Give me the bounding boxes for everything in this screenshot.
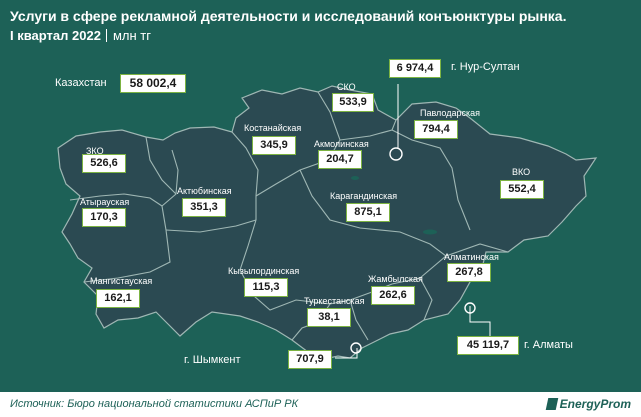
region-borders bbox=[69, 91, 509, 341]
region-value-karaganda: 875,1 bbox=[346, 203, 390, 222]
brand-logo: EnergyProm bbox=[545, 397, 631, 411]
region-label-almaty: г. Алматы bbox=[524, 339, 573, 351]
region-value-zhambyl: 262,6 bbox=[371, 286, 415, 305]
region-label-karaganda: Карагандинская bbox=[330, 191, 398, 201]
leader-lines bbox=[335, 84, 491, 359]
period: I квартал 2022 bbox=[10, 28, 101, 43]
region-label-aktobe: Актюбинская bbox=[177, 186, 232, 196]
region-label-almaty-obl: Алматинская bbox=[444, 252, 499, 262]
region-label-vko: ВКО bbox=[512, 167, 531, 177]
region-value-pavlodar: 794,4 bbox=[414, 120, 458, 139]
chart-subtitle: I квартал 2022 млн тг bbox=[10, 27, 151, 44]
separator bbox=[105, 29, 107, 42]
region-value-almaty: 45 119,7 bbox=[457, 336, 519, 355]
region-label-shymkent: г. Шымкент bbox=[184, 354, 241, 366]
region-value-atyrau: 170,3 bbox=[82, 208, 126, 227]
region-value-aktobe: 351,3 bbox=[182, 198, 226, 217]
region-value-almaty-obl: 267,8 bbox=[447, 263, 491, 282]
region-label-nur-sultan: г. Нур-Султан bbox=[451, 61, 520, 73]
region-label-akmola: Акмолинская bbox=[314, 139, 369, 149]
logo-icon bbox=[545, 398, 558, 410]
country-label: Казахстан bbox=[55, 77, 107, 89]
region-label-atyrau: Атырауская bbox=[80, 197, 130, 207]
region-label-turkestan: Туркестанская bbox=[304, 296, 365, 306]
region-label-zhambyl: Жамбылская bbox=[368, 274, 423, 284]
region-label-kostanay: Костанайская bbox=[244, 123, 302, 133]
region-value-nur-sultan: 6 974,4 bbox=[389, 59, 441, 78]
region-value-turkestan: 38,1 bbox=[307, 308, 351, 327]
region-value-zko: 526,6 bbox=[82, 154, 126, 173]
shymkent-marker bbox=[350, 342, 362, 354]
footer: Источник: Бюро национальной статистики А… bbox=[0, 392, 641, 417]
region-value-akmola: 204,7 bbox=[318, 150, 362, 169]
lake-balkhash bbox=[423, 229, 437, 235]
country-value: 58 002,4 bbox=[120, 74, 186, 93]
region-label-sko: СКО bbox=[337, 82, 356, 92]
region-value-mangystau: 162,1 bbox=[96, 289, 140, 308]
source-text: Источник: Бюро национальной статистики А… bbox=[10, 398, 299, 410]
region-label-pavlodar: Павлодарская bbox=[420, 108, 480, 118]
lake bbox=[351, 176, 359, 180]
region-label-kyzylorda: Кызылординская bbox=[228, 266, 300, 276]
region-value-shymkent: 707,9 bbox=[288, 350, 332, 369]
region-value-vko: 552,4 bbox=[500, 180, 544, 199]
region-value-kostanay: 345,9 bbox=[252, 136, 296, 155]
region-value-sko: 533,9 bbox=[332, 93, 374, 112]
brand-name: EnergyProm bbox=[559, 397, 631, 411]
region-label-zko: ЗКО bbox=[86, 146, 104, 156]
unit: млн тг bbox=[112, 28, 151, 43]
almaty-marker bbox=[464, 302, 476, 314]
region-value-kyzylorda: 115,3 bbox=[244, 278, 288, 297]
chart-title: Услуги в сфере рекламной деятельности и … bbox=[10, 8, 567, 24]
nur-sultan-marker bbox=[389, 147, 403, 161]
region-label-mangystau: Мангистауская bbox=[90, 276, 153, 286]
